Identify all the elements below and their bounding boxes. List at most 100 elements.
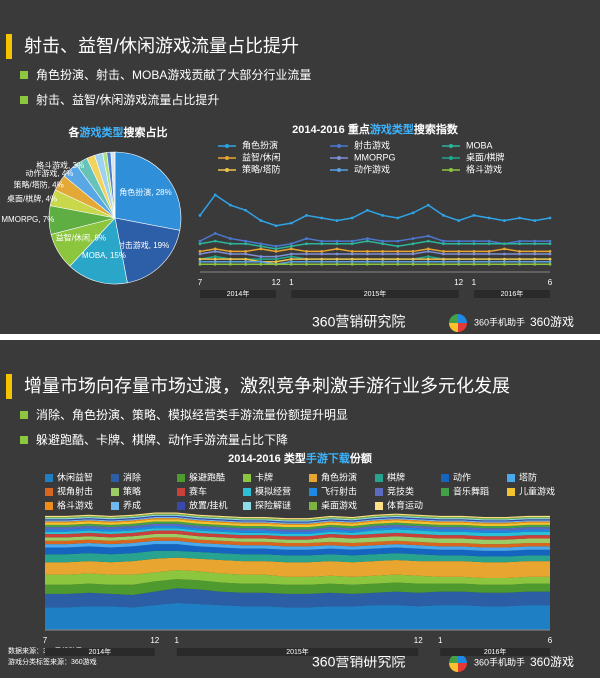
logo-icon — [458, 323, 468, 332]
year-label: 2016年 — [484, 647, 507, 656]
legend-label: 塔防 — [519, 471, 537, 482]
point — [426, 262, 430, 266]
bullet-text: 射击、益智/休闲游戏流量占比提升 — [36, 92, 219, 107]
point — [426, 260, 430, 264]
slide-title: 增量市场向存量市场过渡，激烈竞争刺激手游行业多元化发展 — [24, 376, 510, 396]
point — [289, 221, 293, 225]
point — [411, 242, 415, 246]
series-line — [199, 248, 550, 253]
point — [381, 239, 385, 243]
point — [548, 257, 552, 261]
assistant-logo: 360手机助手 — [474, 316, 525, 327]
point — [548, 216, 552, 220]
point — [426, 234, 430, 238]
point — [289, 244, 293, 248]
point — [335, 242, 339, 246]
chart-title-part: 2014-2016 重点 — [292, 122, 370, 136]
legend-swatch — [375, 474, 383, 482]
point — [289, 255, 293, 258]
series-line — [200, 260, 550, 266]
legend-swatch — [111, 502, 119, 510]
legend-swatch — [111, 488, 119, 496]
x-tick-label: 6 — [548, 278, 553, 287]
point — [244, 257, 248, 261]
point — [442, 257, 445, 261]
pie-slice — [114, 217, 181, 284]
point — [259, 260, 263, 264]
x-tick-label: 12 — [454, 278, 463, 287]
legend-swatch — [507, 488, 515, 496]
chart-title-part: 游戏类型 — [80, 125, 124, 139]
point — [518, 250, 521, 253]
legend-label: 消除 — [123, 471, 141, 482]
point — [289, 252, 293, 256]
point — [198, 214, 202, 217]
legend-label: 策略 — [123, 485, 141, 496]
point — [457, 257, 461, 261]
area — [45, 570, 550, 585]
point — [533, 242, 537, 246]
legend-swatch — [507, 474, 515, 482]
point — [365, 252, 369, 256]
legend-label: MOBA — [466, 140, 493, 150]
area — [45, 550, 550, 563]
logo-icon — [449, 314, 458, 324]
point — [381, 260, 385, 264]
point — [487, 239, 491, 243]
point — [457, 242, 461, 246]
legend-label: 益智/休闲 — [242, 151, 281, 162]
point — [350, 216, 354, 220]
legend-swatch — [441, 474, 449, 482]
point — [244, 242, 248, 246]
legend-swatch — [177, 474, 185, 482]
point — [274, 260, 278, 264]
point — [548, 250, 552, 253]
area — [45, 537, 550, 548]
legend-swatch — [309, 488, 317, 496]
point — [320, 216, 324, 220]
point — [502, 252, 506, 256]
legend-label: 卡牌 — [255, 471, 273, 482]
logo-icon — [449, 663, 459, 672]
point — [274, 255, 278, 258]
slice-label: 动作游戏, 4% — [25, 168, 73, 178]
area — [45, 519, 550, 528]
point — [548, 262, 552, 266]
logo-icon — [457, 654, 467, 663]
title-accent — [6, 374, 12, 399]
point — [320, 250, 324, 253]
legend-label: 放置/挂机 — [189, 499, 228, 510]
point — [502, 262, 506, 266]
bullet-icon — [20, 71, 28, 79]
series-line — [199, 250, 550, 258]
legend-marker — [225, 168, 229, 172]
point — [487, 250, 491, 253]
point — [229, 242, 232, 246]
legend-label: 养成 — [123, 499, 141, 510]
chart-title: 2014-2016 类型手游下载份额 — [228, 451, 372, 465]
point — [426, 247, 430, 251]
point — [518, 257, 521, 261]
x-tick-label: 1 — [289, 278, 294, 287]
bullet-text: 角色扮演、射击、MOBA游戏贡献了大部分行业流量 — [36, 67, 311, 82]
point — [365, 237, 369, 240]
legend-swatch — [243, 488, 251, 496]
legend-label: 视角射击 — [57, 485, 93, 496]
point — [350, 242, 354, 246]
point — [335, 257, 339, 261]
point — [518, 262, 521, 266]
point — [411, 252, 415, 256]
point — [472, 214, 476, 217]
legend-swatch — [45, 502, 53, 510]
point — [396, 257, 400, 261]
point — [442, 260, 445, 264]
point — [244, 252, 248, 256]
point — [244, 239, 248, 243]
games-logo: 360游戏 — [530, 655, 574, 669]
point — [457, 219, 461, 222]
point — [289, 242, 293, 246]
area — [45, 512, 550, 520]
point — [350, 252, 354, 256]
slice-label: 格斗游戏, 3% — [36, 160, 84, 170]
point — [533, 239, 537, 243]
